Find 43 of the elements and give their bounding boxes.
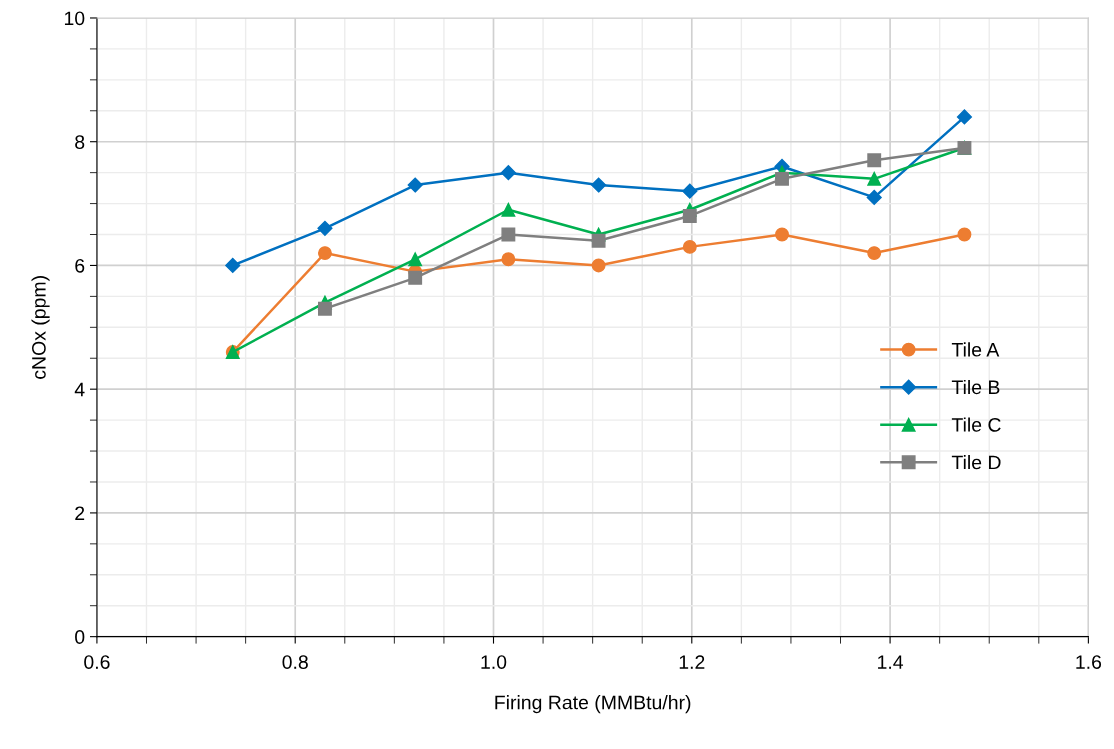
point [317,220,333,236]
point [867,246,882,261]
y-tick-label: 8 [75,135,85,149]
point [500,165,516,181]
y-tick-label: 0 [75,630,85,644]
point [957,227,972,242]
y-tick-label: 10 [64,11,85,26]
point [225,257,241,274]
point [682,209,697,223]
point [591,177,607,193]
legend-label: Tile B [951,379,1000,395]
y-axis-title: cNOx (ppm) [31,276,50,379]
point [408,270,423,285]
x-axis-title: Firing Rate (MMBtu/hr) [495,695,691,714]
x-tick-label: 1.4 [878,655,904,669]
legend-label: Tile C [951,417,1001,432]
x-tick-label: 0.6 [84,655,110,669]
y-tick-label: 2 [75,506,85,520]
point [775,171,789,186]
point [866,189,882,205]
point [501,252,516,267]
point [591,233,606,248]
legend-label: Tile A [951,342,1000,357]
point [956,109,973,125]
point [318,301,332,316]
point [408,252,423,267]
point [501,202,516,217]
x-tick-label: 1.2 [679,655,705,669]
point [501,227,516,242]
point [682,239,697,254]
x-tick-label: 0.8 [282,655,308,669]
point [867,171,882,186]
y-tick-label: 4 [74,382,85,397]
y-tick-label: 6 [75,258,85,273]
x-tick-label: 1.0 [481,655,507,669]
legend-label: Tile D [951,455,1001,470]
x-tick-label: 1.6 [1076,655,1102,669]
point [407,177,423,193]
point [682,183,698,199]
point [775,227,789,242]
point [318,246,332,261]
point [867,153,882,168]
point [591,258,606,273]
